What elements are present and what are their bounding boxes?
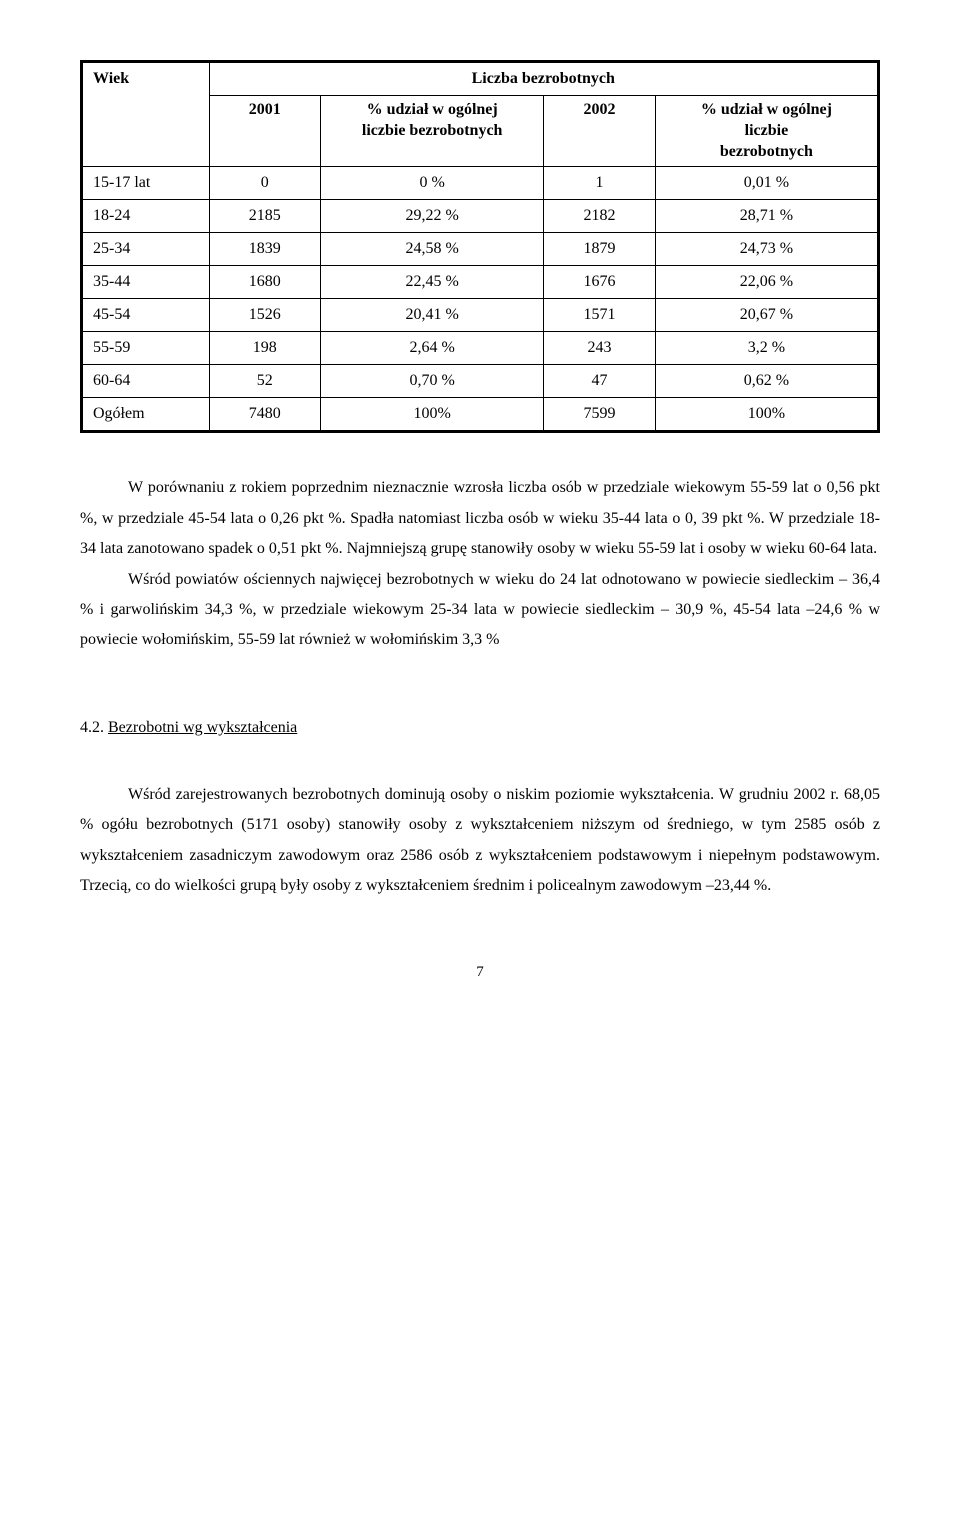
cell-2001-pct: 0 % [321,167,544,200]
cell-2002-value: 243 [544,332,656,365]
table-row: 45-54 1526 20,41 % 1571 20,67 % [82,299,879,332]
unemployment-by-age-table: Wiek Liczba bezrobotnych 2001 % udział w… [80,60,880,433]
paragraph-comparison: W porównaniu z rokiem poprzednim nieznac… [80,473,880,564]
cell-age-label: 35-44 [82,266,210,299]
section-number: 4.2. [80,719,104,736]
section-title-text: Bezrobotni wg wykształcenia [108,719,297,736]
cell-2002-value: 2182 [544,200,656,233]
cell-2001-pct: 100% [321,398,544,432]
col-header-pct-2002: % udział w ogólnej liczbie bezrobotnych [655,96,878,167]
table-row: 25-34 1839 24,58 % 1879 24,73 % [82,233,879,266]
cell-2001-value: 1680 [209,266,321,299]
cell-age-label: 60-64 [82,365,210,398]
col-header-pct-2002-line2: liczbie [745,122,789,139]
col-header-pct-2001: % udział w ogólnej liczbie bezrobotnych [321,96,544,167]
col-header-pct-2002-line1: % udział w ogólnej [701,101,832,118]
cell-age-label: 18-24 [82,200,210,233]
table-row-total: Ogółem 7480 100% 7599 100% [82,398,879,432]
cell-2001-pct: 24,58 % [321,233,544,266]
cell-2001-value: 52 [209,365,321,398]
cell-2002-value: 7599 [544,398,656,432]
table-row: 60-64 52 0,70 % 47 0,62 % [82,365,879,398]
cell-age-label: 55-59 [82,332,210,365]
table-row: 55-59 198 2,64 % 243 3,2 % [82,332,879,365]
cell-2002-value: 47 [544,365,656,398]
cell-2002-pct: 24,73 % [655,233,878,266]
cell-age-label: 15-17 lat [82,167,210,200]
table-header-row-1: Wiek Liczba bezrobotnych [82,62,879,96]
cell-2002-pct: 100% [655,398,878,432]
cell-2001-pct: 0,70 % [321,365,544,398]
col-header-pct-2002-line3: bezrobotnych [720,143,813,160]
cell-2002-pct: 28,71 % [655,200,878,233]
cell-2001-pct: 20,41 % [321,299,544,332]
col-header-pct-2001-line2: liczbie bezrobotnych [362,122,503,139]
col-header-2002: 2002 [544,96,656,167]
paragraph-neighboring-powiats: Wśród powiatów ościennych najwięcej bezr… [80,565,880,656]
cell-2002-value: 1 [544,167,656,200]
cell-2001-value: 7480 [209,398,321,432]
col-header-pct-2001-line1: % udział w ogólnej [367,101,498,118]
page-number: 7 [80,961,880,984]
table-row: 18-24 2185 29,22 % 2182 28,71 % [82,200,879,233]
col-header-2001: 2001 [209,96,321,167]
cell-2002-value: 1879 [544,233,656,266]
paragraph-education: Wśród zarejestrowanych bezrobotnych domi… [80,780,880,902]
cell-2001-pct: 29,22 % [321,200,544,233]
section-heading-4-2: 4.2. Bezrobotni wg wykształcenia [80,716,880,740]
cell-2002-pct: 22,06 % [655,266,878,299]
col-header-liczba-bezrobotnych: Liczba bezrobotnych [209,62,878,96]
cell-2002-pct: 0,62 % [655,365,878,398]
cell-2001-value: 2185 [209,200,321,233]
cell-2002-pct: 3,2 % [655,332,878,365]
cell-2001-value: 0 [209,167,321,200]
cell-2002-pct: 0,01 % [655,167,878,200]
col-header-wiek: Wiek [82,62,210,167]
cell-2002-value: 1571 [544,299,656,332]
cell-2001-value: 1839 [209,233,321,266]
table-row: 15-17 lat 0 0 % 1 0,01 % [82,167,879,200]
cell-age-label: 25-34 [82,233,210,266]
cell-2001-pct: 2,64 % [321,332,544,365]
cell-2001-value: 198 [209,332,321,365]
table-row: 35-44 1680 22,45 % 1676 22,06 % [82,266,879,299]
cell-2002-pct: 20,67 % [655,299,878,332]
cell-age-label: 45-54 [82,299,210,332]
cell-2001-pct: 22,45 % [321,266,544,299]
cell-age-label: Ogółem [82,398,210,432]
cell-2002-value: 1676 [544,266,656,299]
cell-2001-value: 1526 [209,299,321,332]
